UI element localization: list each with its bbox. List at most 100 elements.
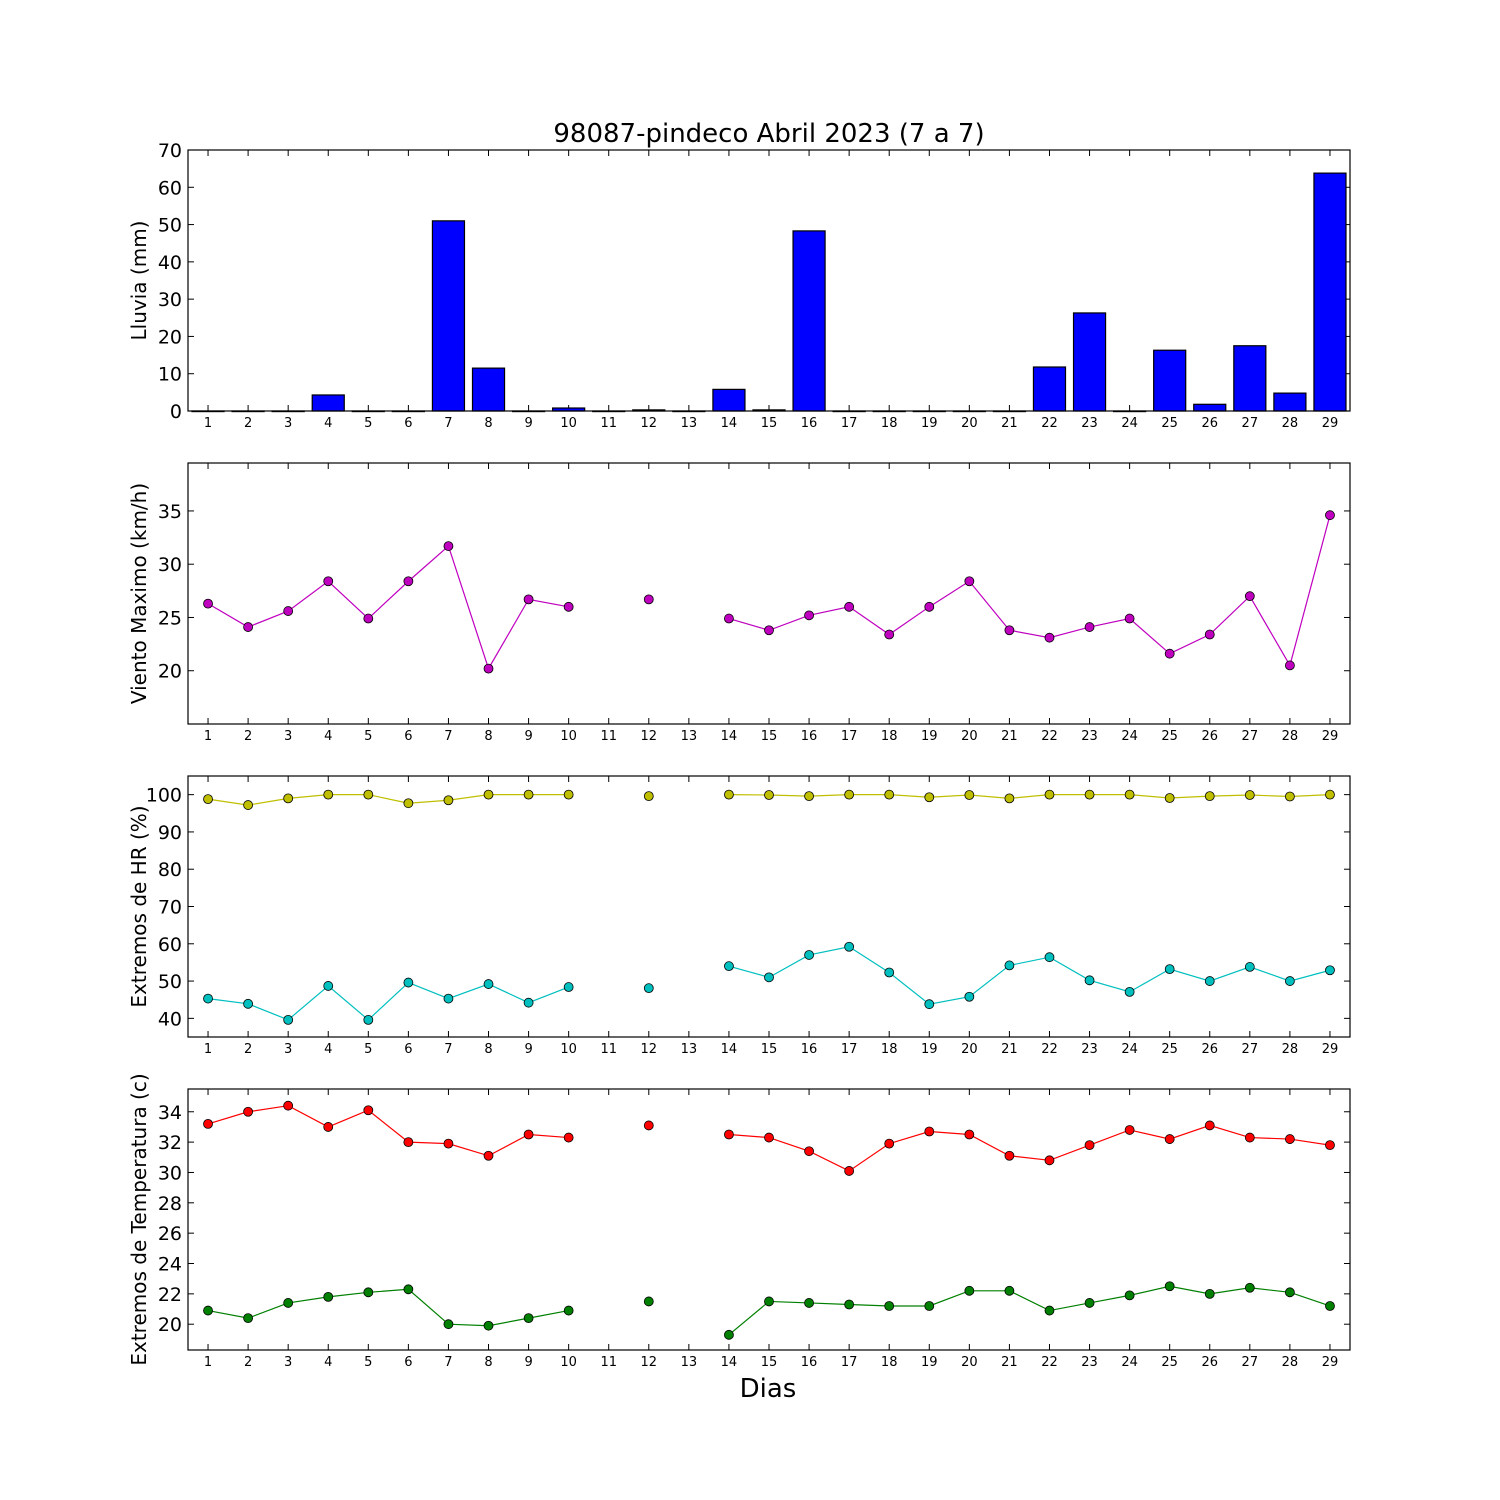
data-point xyxy=(924,601,935,612)
data-point xyxy=(1004,793,1015,804)
x-tick-label: 14 xyxy=(721,729,738,744)
data-point xyxy=(643,1120,654,1131)
data-point xyxy=(203,794,213,805)
x-tick-label: 29 xyxy=(1322,729,1339,744)
x-tick-label: 27 xyxy=(1242,416,1259,431)
data-point xyxy=(1204,1120,1215,1131)
x-tick-label: 21 xyxy=(1001,416,1018,431)
x-tick-label: 28 xyxy=(1282,416,1299,431)
data-point xyxy=(563,982,574,992)
data-point xyxy=(1044,789,1055,800)
data-point xyxy=(1124,1125,1135,1135)
x-axis-label: Dias xyxy=(740,1374,797,1404)
data-point xyxy=(1284,1134,1295,1144)
x-tick-label: 12 xyxy=(641,729,658,744)
y-tick-label: 28 xyxy=(158,1193,182,1215)
data-point xyxy=(363,1287,374,1298)
y-tick-label: 30 xyxy=(158,554,182,576)
x-tick-label: 26 xyxy=(1201,729,1218,744)
data-point xyxy=(483,1320,494,1331)
data-point xyxy=(1204,976,1215,986)
x-tick-label: 20 xyxy=(961,1042,978,1057)
y-axis-label: Extremos de HR (%) xyxy=(127,805,151,1007)
data-point xyxy=(1124,613,1135,624)
x-tick-label: 21 xyxy=(1001,1355,1018,1370)
bar xyxy=(1193,403,1227,412)
data-point xyxy=(1084,1298,1095,1308)
x-tick-label: 10 xyxy=(560,1042,577,1057)
y-tick-label: 40 xyxy=(158,1008,182,1030)
x-tick-label: 11 xyxy=(600,1042,617,1057)
bar xyxy=(1273,392,1307,412)
data-point xyxy=(1325,510,1335,521)
x-tick-label: 24 xyxy=(1121,416,1138,431)
x-tick-label: 4 xyxy=(324,1042,332,1057)
data-point xyxy=(964,991,975,1002)
x-tick-label: 7 xyxy=(444,1355,452,1370)
plot-frame xyxy=(187,149,1351,412)
x-tick-label: 18 xyxy=(881,1042,898,1057)
data-point xyxy=(403,798,414,809)
x-tick-label: 17 xyxy=(841,1355,858,1370)
data-point xyxy=(403,1137,414,1148)
data-point xyxy=(1164,648,1175,659)
bar xyxy=(1313,172,1347,412)
x-tick-label: 10 xyxy=(560,1355,577,1370)
data-point xyxy=(884,1301,895,1311)
y-tick-label: 20 xyxy=(158,1314,182,1336)
data-point xyxy=(243,998,254,1009)
data-point xyxy=(844,1166,855,1176)
y-axis-label: Viento Maximo (km/h) xyxy=(127,483,151,704)
data-point xyxy=(1204,1288,1215,1299)
x-tick-label: 28 xyxy=(1282,1355,1299,1370)
y-tick-label: 30 xyxy=(158,289,182,311)
x-tick-label: 20 xyxy=(961,416,978,431)
y-tick-label: 35 xyxy=(158,501,182,523)
data-point xyxy=(1164,964,1175,975)
data-point xyxy=(884,967,895,978)
data-point xyxy=(1244,962,1255,972)
x-tick-label: 3 xyxy=(284,1355,292,1370)
series-line xyxy=(207,981,569,1021)
x-tick-label: 26 xyxy=(1201,1042,1218,1057)
data-point xyxy=(403,977,414,988)
data-point xyxy=(283,606,294,616)
x-tick-label: 9 xyxy=(524,729,532,744)
x-tick-label: 5 xyxy=(364,1042,372,1057)
x-tick-label: 13 xyxy=(681,729,698,744)
data-point xyxy=(283,1298,294,1308)
x-tick-label: 27 xyxy=(1242,1355,1259,1370)
data-point xyxy=(964,1285,975,1296)
series-line xyxy=(207,794,569,806)
data-point xyxy=(764,790,774,800)
data-point xyxy=(1084,975,1095,986)
y-tick-label: 50 xyxy=(158,971,182,993)
plot-frame xyxy=(187,1088,1351,1351)
data-point xyxy=(964,790,975,800)
y-tick-label: 20 xyxy=(158,326,182,348)
x-tick-label: 5 xyxy=(364,1355,372,1370)
data-point xyxy=(523,1129,534,1140)
data-point xyxy=(1124,986,1135,997)
x-tick-label: 20 xyxy=(961,729,978,744)
plot-frame xyxy=(187,462,1351,725)
data-point xyxy=(724,613,734,624)
data-point xyxy=(924,792,935,803)
bar xyxy=(1153,349,1187,412)
data-point xyxy=(643,594,654,605)
x-tick-label: 28 xyxy=(1282,1042,1299,1057)
x-tick-label: 18 xyxy=(881,1355,898,1370)
data-point xyxy=(1244,790,1255,800)
data-point xyxy=(443,795,454,806)
data-point xyxy=(884,1138,895,1149)
data-point xyxy=(924,1126,935,1137)
x-tick-label: 21 xyxy=(1001,729,1018,744)
x-tick-label: 24 xyxy=(1121,1355,1138,1370)
data-point xyxy=(203,598,213,609)
x-tick-label: 16 xyxy=(801,729,818,744)
x-tick-label: 17 xyxy=(841,1042,858,1057)
x-tick-label: 4 xyxy=(324,729,332,744)
data-point xyxy=(243,622,254,632)
x-tick-label: 20 xyxy=(961,1355,978,1370)
